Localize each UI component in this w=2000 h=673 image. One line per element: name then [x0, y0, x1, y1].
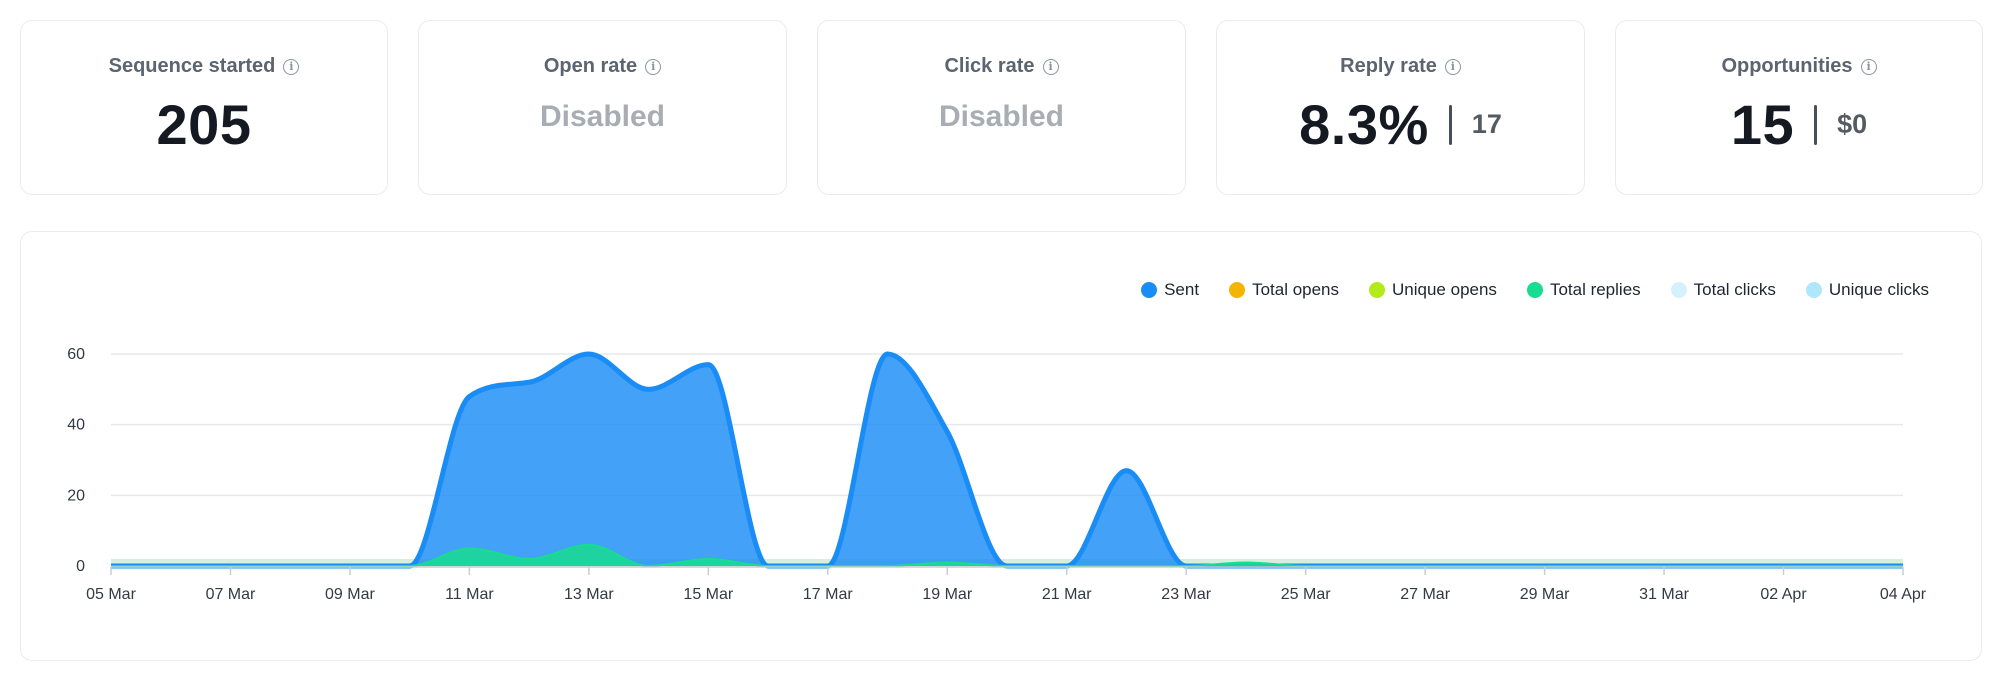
line-total-replies: [111, 543, 1903, 568]
info-icon[interactable]: i: [1042, 58, 1059, 75]
metric-card-reply-rate: Reply rate i 8.3% 17: [1216, 20, 1585, 195]
legend-label: Total opens: [1252, 280, 1340, 299]
legend-item-unique-clicks[interactable]: Unique clicks: [1805, 280, 1929, 300]
metric-value: 8.3%: [1299, 93, 1429, 156]
legend-label: Total clicks: [1693, 280, 1776, 299]
value-divider: [1814, 104, 1818, 145]
legend-dot: [1229, 282, 1246, 298]
x-tick-label: 11 Mar: [445, 586, 494, 603]
metric-title: Click rate: [944, 55, 1035, 77]
legend-item-unique-opens[interactable]: Unique opens: [1369, 280, 1497, 300]
info-icon[interactable]: i: [1444, 58, 1461, 75]
x-tick-label: 25 Mar: [1281, 586, 1331, 603]
y-tick-label: 20: [67, 487, 85, 504]
x-tick-label: 09 Mar: [325, 586, 375, 603]
chart-legend: Sent Total opens Unique opens Total replies…: [1141, 280, 1929, 300]
x-tick-label: 02 Apr: [1760, 586, 1807, 603]
legend-dot: [1369, 282, 1386, 298]
legend-label: Sent: [1164, 280, 1200, 299]
info-icon[interactable]: i: [283, 58, 300, 75]
x-tick-label: 19 Mar: [922, 586, 972, 603]
x-tick-label: 27 Mar: [1400, 586, 1450, 603]
legend-label: Unique clicks: [1828, 280, 1929, 299]
x-tick-label: 21 Mar: [1042, 586, 1092, 603]
x-tick-label: 05 Mar: [86, 586, 136, 603]
x-tick-label: 13 Mar: [564, 586, 614, 603]
area-sent: [111, 354, 1903, 566]
metric-value-disabled: Disabled: [938, 100, 1065, 133]
metric-value: 205: [156, 93, 252, 156]
metric-card-click-rate: Click rate i Disabled: [817, 20, 1186, 195]
metric-title: Sequence started: [108, 55, 276, 77]
legend-label: Total replies: [1549, 280, 1641, 299]
x-tick-label: 04 Apr: [1880, 586, 1927, 603]
x-tick-label: 29 Mar: [1520, 586, 1570, 603]
metric-title: Open rate: [543, 55, 638, 77]
x-tick-label: 17 Mar: [803, 586, 853, 603]
metric-value-disabled: Disabled: [539, 100, 666, 133]
info-icon[interactable]: i: [1860, 58, 1877, 75]
metric-card-sequence-started: Sequence started i 205: [20, 20, 388, 195]
metric-sub-value: $0: [1837, 109, 1868, 139]
legend-item-total-replies[interactable]: Total replies: [1526, 280, 1641, 300]
metric-title: Opportunities: [1721, 55, 1853, 77]
x-tick-label: 07 Mar: [206, 586, 256, 603]
x-tick-label: 15 Mar: [683, 586, 733, 603]
info-icon[interactable]: i: [645, 58, 662, 75]
x-tick-label: 31 Mar: [1639, 586, 1689, 603]
y-tick-label: 0: [76, 558, 85, 575]
metric-title: Reply rate: [1340, 55, 1437, 77]
metric-card-open-rate: Open rate i Disabled: [418, 20, 787, 195]
legend-item-total-clicks[interactable]: Total clicks: [1670, 280, 1776, 300]
x-tick-label: 23 Mar: [1161, 586, 1211, 603]
metric-card-opportunities: Opportunities i 15 $0: [1615, 20, 1983, 195]
value-divider: [1448, 104, 1452, 145]
area-total-replies: [111, 544, 1903, 566]
metric-value: 15: [1730, 93, 1795, 156]
legend-dot: [1526, 282, 1543, 298]
legend-dot: [1141, 282, 1158, 298]
legend-item-sent[interactable]: Sent: [1141, 280, 1199, 300]
legend-dot: [1805, 282, 1822, 298]
legend-label: Unique opens: [1392, 280, 1497, 299]
legend-dot: [1670, 282, 1687, 298]
line-sent: [111, 351, 1903, 569]
baseline-band: [111, 559, 1903, 566]
analytics-chart-panel: 0 20 40 60 05 Mar 07 Mar 09 Mar 11 Mar 13 Mar 15 …: [20, 231, 1982, 661]
y-tick-label: 40: [67, 417, 85, 434]
metric-sub-value: 17: [1471, 109, 1502, 139]
area-chart: 0 20 40 60 05 Mar 07 Mar 09 Mar 11 Mar 13 Mar 15 …: [67, 346, 1927, 603]
y-tick-label: 60: [67, 346, 85, 363]
legend-item-total-opens[interactable]: Total opens: [1229, 280, 1339, 300]
